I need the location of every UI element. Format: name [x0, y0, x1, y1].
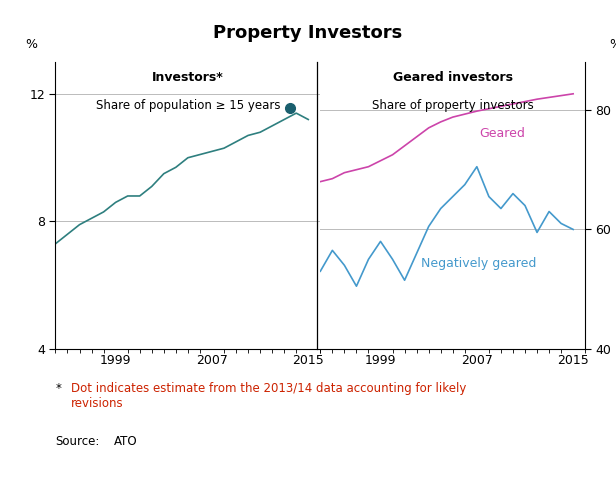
Text: Share of population ≥ 15 years: Share of population ≥ 15 years	[95, 99, 280, 112]
Text: %: %	[609, 38, 616, 51]
Text: Investors*: Investors*	[152, 71, 224, 84]
Text: ATO: ATO	[114, 435, 137, 448]
Text: Dot indicates estimate from the 2013/14 data accounting for likely
revisions: Dot indicates estimate from the 2013/14 …	[71, 382, 466, 411]
Text: Geared investors: Geared investors	[393, 71, 513, 84]
Text: Geared: Geared	[479, 127, 525, 140]
Text: Property Investors: Property Investors	[213, 24, 403, 42]
Text: *: *	[55, 382, 62, 395]
Text: Negatively geared: Negatively geared	[421, 257, 537, 270]
Text: %: %	[25, 38, 37, 51]
Text: Source:: Source:	[55, 435, 100, 448]
Text: Share of property investors: Share of property investors	[372, 99, 533, 112]
